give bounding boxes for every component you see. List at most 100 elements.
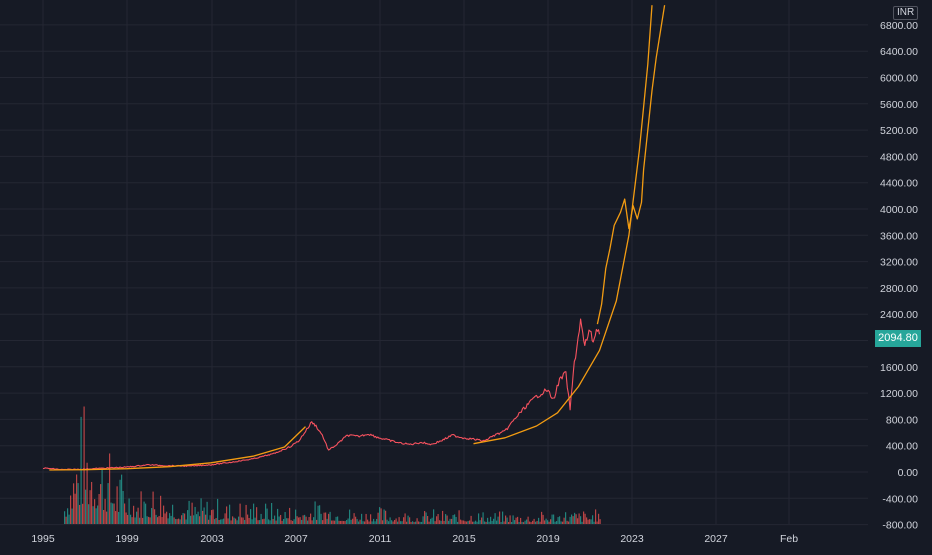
volume-bar [115,511,117,524]
volume-bar [110,502,112,524]
volume-bar [421,521,423,524]
volume-bar [410,521,412,524]
volume-bar [541,511,543,524]
volume-bar [269,520,271,524]
volume-bar [569,516,571,524]
volume-bar [379,507,381,524]
volume-bar [400,521,402,524]
volume-bar [364,521,366,524]
volume-bar [581,521,583,524]
volume-bar [451,518,453,524]
volume-bar [215,518,217,524]
volume-bar [592,515,594,524]
volume-bar [238,516,240,524]
volume-bar [331,520,333,524]
volume-bar [74,493,76,524]
volume-bar [205,514,207,524]
volume-bar [323,512,325,524]
volume-bar [242,517,244,524]
volume-bar [341,520,343,524]
volume-bar [512,515,514,524]
volume-bars [64,406,601,524]
volume-bar [211,510,213,524]
volume-bar [427,516,429,524]
volume-bar [358,521,360,524]
volume-bar [80,416,82,524]
volume-bar [403,517,405,524]
volume-bar [97,505,99,524]
volume-bar [394,519,396,524]
y-tick-label: -400.00 [882,493,918,505]
volume-bar [415,521,417,524]
volume-bar [593,521,595,524]
volume-bar [77,483,79,524]
volume-bar [163,505,165,524]
volume-bar [65,516,67,524]
volume-bar [401,521,403,524]
volume-bar [436,516,438,524]
volume-bar [494,513,496,524]
volume-bar [404,513,406,524]
volume-bar [466,521,468,524]
x-tick-label: 1995 [31,533,55,545]
volume-bar [112,503,114,524]
volume-bar [439,520,441,524]
volume-bar [470,515,472,524]
volume-bar [85,489,87,524]
y-tick-label: 400.00 [886,441,918,453]
volume-bar [509,515,511,524]
volume-bar [226,506,228,524]
volume-bar [247,514,249,524]
volume-bar [386,519,388,524]
volume-bar [265,503,267,524]
volume-bar [229,504,231,524]
volume-bar [169,513,171,524]
volume-bar [139,517,141,524]
volume-bar [317,505,319,524]
volume-bar [529,521,531,524]
volume-bar [392,521,394,524]
volume-bar [472,521,474,524]
volume-bar [349,509,351,524]
volume-bar [382,520,384,524]
volume-bar [406,521,408,524]
volume-bar [239,503,241,524]
grid-lines [0,0,868,526]
volume-bar [166,511,168,524]
y-tick-label: 5600.00 [880,99,918,111]
volume-bar [337,516,339,524]
volume-bar [479,520,481,524]
y-tick-label: 2800.00 [880,283,918,295]
volume-bar [377,512,379,524]
volume-bar [70,495,72,524]
volume-bar [536,521,538,524]
y-tick-label: 6400.00 [880,46,918,58]
volume-bar [458,510,460,524]
volume-bar [385,510,387,524]
volume-bar [499,511,501,524]
volume-bar [476,521,478,524]
volume-bar [578,513,580,524]
volume-bar [445,514,447,524]
volume-bar [227,518,229,524]
volume-bar [391,520,393,524]
volume-bar [362,521,364,524]
late-trend-curve [473,5,653,445]
volume-bar [575,514,577,524]
volume-bar [107,483,109,524]
volume-bar [206,501,208,524]
volume-bar [491,520,493,524]
volume-bar [188,500,190,524]
volume-bar [442,510,444,524]
volume-bar [167,518,169,524]
series-layer [42,5,666,471]
volume-bar [359,519,361,524]
volume-bar [431,517,433,524]
y-tick-label: 1600.00 [880,362,918,374]
volume-bar [397,521,399,524]
volume-bar [262,519,264,524]
volume-bar [119,479,121,524]
volume-bar [542,514,544,524]
